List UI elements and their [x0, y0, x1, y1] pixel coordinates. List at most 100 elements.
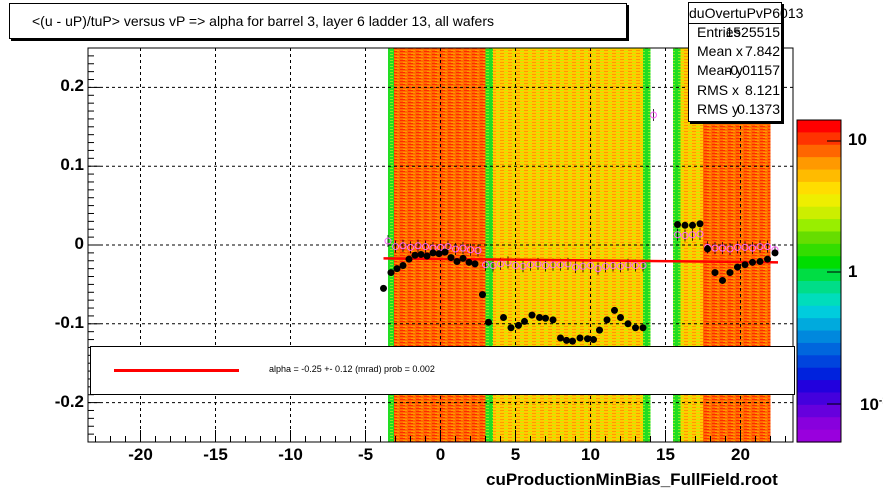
profile-point [719, 244, 726, 252]
z-tick-label: 10-1 [860, 395, 883, 414]
mean-point [479, 291, 486, 299]
mean-point [719, 276, 726, 284]
mean-point [429, 249, 437, 257]
mean-point [557, 334, 564, 342]
plot-title-text: <(u - uP)/tuP> versus vP => alpha for ba… [32, 13, 494, 29]
stats-row: Mean y -0.01157 [697, 62, 780, 81]
mean-point [536, 313, 543, 321]
profile-point [602, 262, 609, 270]
mean-point [611, 306, 618, 314]
profile-point [497, 260, 504, 268]
x-tick-label: 5 [510, 445, 521, 464]
x-tick-label: -20 [128, 445, 153, 464]
mean-point [465, 258, 473, 266]
mean-point [507, 324, 515, 332]
mean-point [405, 255, 413, 263]
profile-point [422, 243, 429, 251]
profile-point [549, 261, 557, 269]
color-scale-cell [797, 181, 841, 195]
profile-point [726, 245, 734, 253]
color-scale-cell [797, 404, 841, 418]
mean-point [453, 258, 461, 266]
profile-point [734, 243, 741, 251]
mean-point [749, 258, 756, 266]
color-scale-cell [797, 367, 841, 381]
stats-label: Mean y [697, 62, 743, 78]
color-scale-cell [797, 417, 841, 431]
fit-legend: alpha = -0.25 +- 0.12 (mrad) prob = 0.00… [90, 346, 795, 395]
color-scale-cell [797, 342, 841, 356]
stats-box: duOvertuPvP6013 Entries 1525515 Mean x 7… [688, 2, 803, 122]
mean-point [756, 258, 764, 266]
profile-point [756, 243, 764, 251]
stats-row: RMS y 0.1373 [697, 101, 780, 120]
heatmap-band [388, 48, 394, 442]
stats-value: -0.01157 [725, 62, 780, 78]
stats-label: Mean x [697, 43, 743, 59]
stats-row: Mean x 7.842 [697, 43, 780, 62]
x-tick-label: -15 [203, 445, 228, 464]
color-scale-cell [797, 144, 841, 158]
color-scale-cell [797, 132, 841, 146]
mean-point [542, 314, 549, 322]
profile-point [711, 244, 719, 252]
mean-point [521, 317, 528, 325]
mean-point [764, 255, 771, 263]
stats-value: 1525515 [725, 24, 780, 40]
mean-point [704, 245, 711, 253]
color-scale-cell [797, 281, 841, 294]
profile-point [639, 261, 647, 269]
color-scale-cell [797, 268, 841, 282]
y-tick-label: 0.1 [60, 155, 84, 175]
color-scale-cell [797, 231, 841, 245]
mean-point [674, 221, 681, 229]
mean-point [624, 320, 632, 328]
mean-point [617, 313, 624, 321]
profile-point [579, 262, 587, 270]
mean-point [596, 326, 603, 334]
mean-point [681, 221, 689, 229]
mean-point [515, 321, 522, 329]
mean-point [639, 324, 647, 332]
profile-point [452, 245, 459, 253]
color-scale-cell [797, 243, 841, 257]
mean-point [471, 260, 479, 268]
profile-point [572, 263, 579, 271]
mean-point [447, 254, 455, 262]
profile-point [594, 265, 602, 273]
color-scale-cell [797, 392, 841, 406]
profile-point [459, 244, 467, 252]
profile-point [587, 261, 594, 269]
mean-point [423, 252, 431, 260]
profile-point [399, 242, 407, 250]
x-tick-label: 10 [581, 445, 600, 464]
x-tick-label: 20 [731, 445, 750, 464]
profile-point [392, 243, 399, 251]
profile-point [632, 261, 639, 269]
mean-point [590, 336, 597, 344]
stats-value: 8.121 [744, 82, 780, 98]
profile-point [474, 247, 482, 255]
profile-point [512, 261, 519, 269]
color-scale-cell [797, 194, 841, 208]
x-tick-label: 0 [435, 445, 446, 464]
color-scale-cell [797, 355, 841, 369]
color-scale-cell [797, 330, 841, 344]
mean-point [393, 265, 401, 273]
mean-point [696, 220, 704, 228]
y-tick-label: 0 [74, 234, 84, 253]
profile-point [609, 261, 617, 269]
profile-point [519, 262, 527, 270]
color-scale-cell [797, 120, 841, 133]
profile-point [696, 230, 704, 238]
mean-point [771, 249, 779, 257]
profile-point [437, 243, 444, 251]
mean-point [632, 324, 639, 332]
mean-point [387, 269, 395, 277]
mean-point [741, 261, 749, 269]
mean-point [380, 284, 387, 292]
x-tick-label: -10 [278, 445, 303, 464]
color-scale-cell [797, 318, 841, 332]
mean-point [441, 248, 449, 256]
mean-point [734, 263, 741, 271]
